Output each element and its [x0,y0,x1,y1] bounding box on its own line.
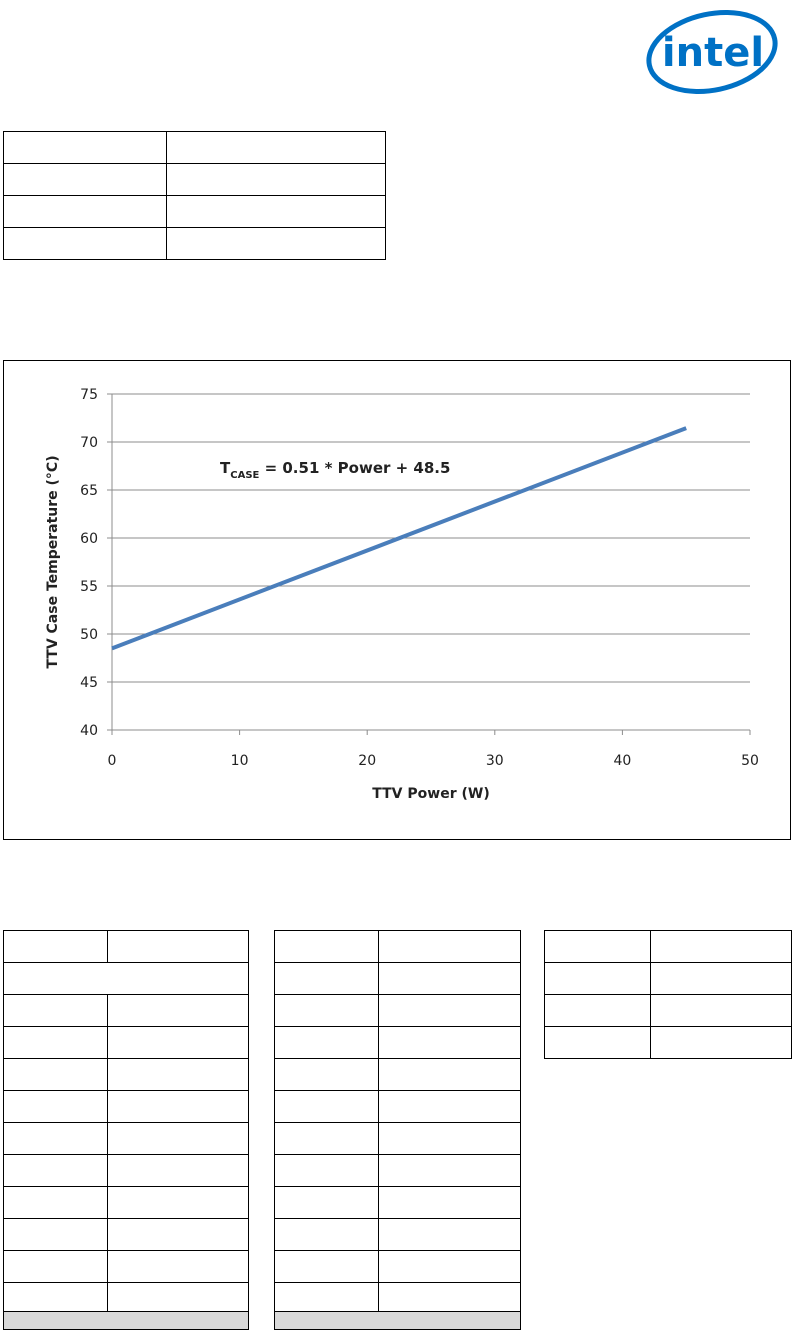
y-tick-label: 70 [80,435,98,451]
x-tick-label: 10 [231,753,249,769]
equation-rest: = 0.51 * Power + 48.5 [259,459,450,477]
table-footer [4,1312,248,1329]
y-tick-label: 60 [80,531,98,547]
x-tick-label: 0 [108,753,117,769]
y-tick-label: 45 [80,675,98,691]
equation-main: T [220,459,231,477]
y-tick-label: 50 [80,627,98,643]
equation: TCASE = 0.51 * Power + 48.5 [220,459,450,481]
y-axis-title: TTV Case Temperature (°C) [45,455,61,668]
chart-frame [3,360,791,840]
table-footer [275,1312,520,1329]
intel-logo: intel [646,10,778,94]
table-border [274,930,521,1330]
table-border [3,930,249,1330]
x-tick-label: 20 [358,753,376,769]
equation-subscript: CASE [230,470,259,481]
x-tick-label: 50 [741,753,759,769]
y-tick-label: 75 [80,387,98,403]
logo-text: intel [662,30,764,76]
logo-ring [646,10,778,94]
trend-line [111,426,687,651]
x-tick-label: 30 [486,753,504,769]
x-tick-label: 40 [613,753,631,769]
y-tick-label: 55 [80,579,98,595]
y-tick-label: 65 [80,483,98,499]
x-axis-title: TTV Power (W) [372,786,489,802]
y-tick-label: 40 [80,723,98,739]
